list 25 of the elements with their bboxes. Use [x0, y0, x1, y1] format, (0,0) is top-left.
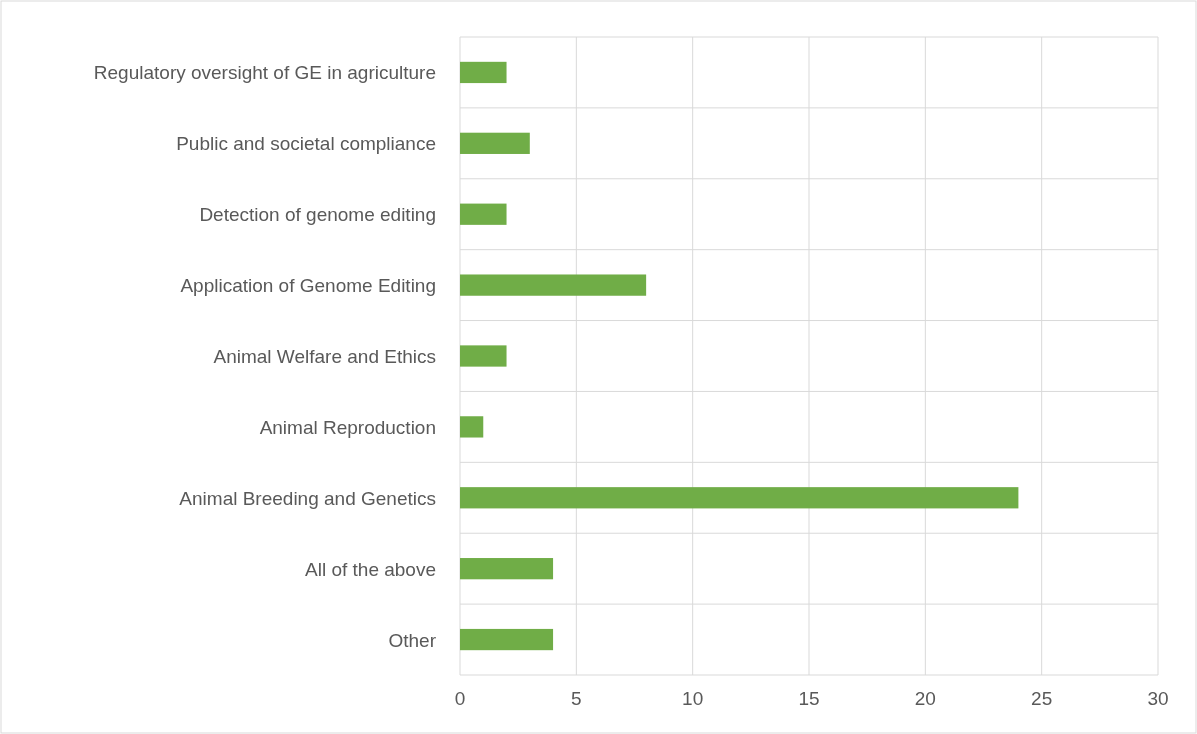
- x-tick-label: 20: [914, 688, 936, 709]
- y-tick-label: Public and societal compliance: [176, 133, 436, 155]
- x-tick-label: 25: [1031, 688, 1053, 709]
- x-tick-label: 0: [454, 688, 466, 709]
- y-tick-label: Animal Breeding and Genetics: [179, 487, 436, 509]
- bar: [460, 274, 647, 296]
- x-tick-label: 30: [1147, 688, 1169, 709]
- bar: [460, 416, 484, 438]
- x-tick-label: 15: [798, 688, 820, 709]
- y-tick-label: All of the above: [305, 558, 436, 580]
- x-tick-label: 5: [571, 688, 582, 709]
- y-tick-label: Other: [388, 629, 437, 651]
- y-tick-label: Animal Reproduction: [259, 416, 436, 438]
- y-tick-label: Detection of genome editing: [199, 204, 436, 226]
- bar: [460, 558, 554, 580]
- y-tick-label: Regulatory oversight of GE in agriculture: [93, 62, 436, 84]
- bar: [460, 203, 507, 225]
- bar: [460, 61, 507, 84]
- bar: [460, 345, 507, 367]
- x-tick-label: 10: [682, 688, 704, 709]
- bar: [460, 628, 554, 651]
- y-tick-label: Animal Welfare and Ethics: [213, 346, 436, 367]
- bar: [460, 132, 530, 154]
- bar: [460, 487, 1019, 509]
- y-tick-label: Application of Genome Editing: [180, 275, 436, 297]
